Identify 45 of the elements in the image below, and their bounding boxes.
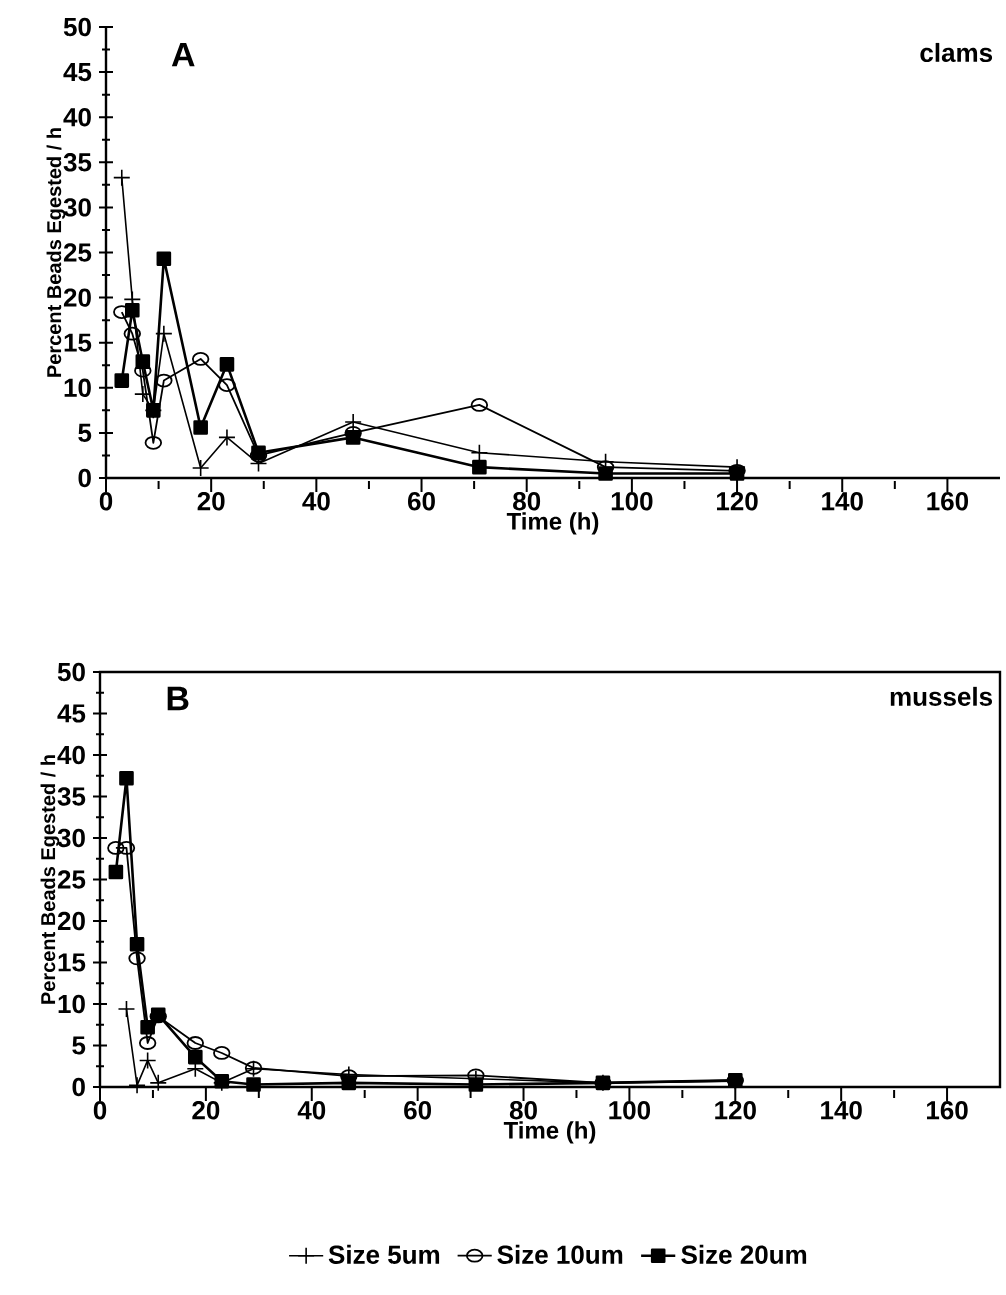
y-tick-label: 10	[58, 994, 85, 1014]
y-tick-label: 50	[63, 17, 91, 37]
x-tick-label: 160	[927, 492, 969, 511]
y-tick-label: 5	[78, 423, 92, 442]
y-tick-label: 10	[64, 378, 91, 397]
y-tick-label: 45	[63, 63, 92, 82]
y-tick-label: 20	[57, 911, 85, 931]
x-tick-label: 160	[927, 1101, 968, 1120]
x-tick-label: 60	[404, 1101, 432, 1120]
x-axis-title: Time (h)	[503, 1121, 596, 1144]
x-tick-label: 100	[611, 492, 653, 511]
legend-label: Size 20um	[681, 1244, 807, 1264]
y-tick-label: 15	[58, 953, 86, 972]
y-tick-label: 15	[64, 333, 92, 352]
annotation: A	[171, 42, 195, 67]
y-tick-label: 25	[57, 870, 86, 889]
x-tick-label: 140	[822, 492, 863, 511]
y-tick-label: 40	[63, 107, 91, 127]
x-tick-label: 0	[99, 492, 113, 511]
x-tick-label: 80	[509, 1101, 537, 1120]
x-tick-label: 60	[408, 492, 435, 511]
x-tick-label: 120	[717, 492, 758, 511]
y-tick-label: 0	[78, 468, 91, 488]
x-tick-label: 20	[192, 1101, 220, 1120]
y-tick-label: 30	[63, 198, 91, 217]
y-tick-label: 50	[57, 662, 85, 682]
y-tick-label: 5	[72, 1036, 86, 1055]
x-tick-label: 80	[513, 492, 541, 511]
x-tick-label: 120	[715, 1101, 756, 1120]
x-tick-label: 0	[93, 1101, 107, 1120]
annotation: clams	[920, 42, 993, 63]
y-tick-label: 45	[57, 704, 86, 723]
x-tick-label: 40	[302, 492, 330, 511]
annotation: B	[167, 686, 189, 711]
y-tick-label: 20	[63, 288, 91, 307]
annotation: mussels	[890, 686, 993, 706]
legend-label: Size 5um	[328, 1244, 440, 1264]
y-tick-label: 0	[72, 1077, 85, 1097]
x-tick-label: 40	[297, 1101, 326, 1120]
y-tick-label: 25	[63, 243, 92, 262]
x-tick-label: 20	[197, 492, 225, 511]
legend-label: Size 10um	[497, 1244, 623, 1264]
x-tick-label: 100	[609, 1101, 651, 1120]
x-axis-title: Time (h)	[506, 512, 599, 535]
x-tick-label: 140	[821, 1101, 862, 1120]
